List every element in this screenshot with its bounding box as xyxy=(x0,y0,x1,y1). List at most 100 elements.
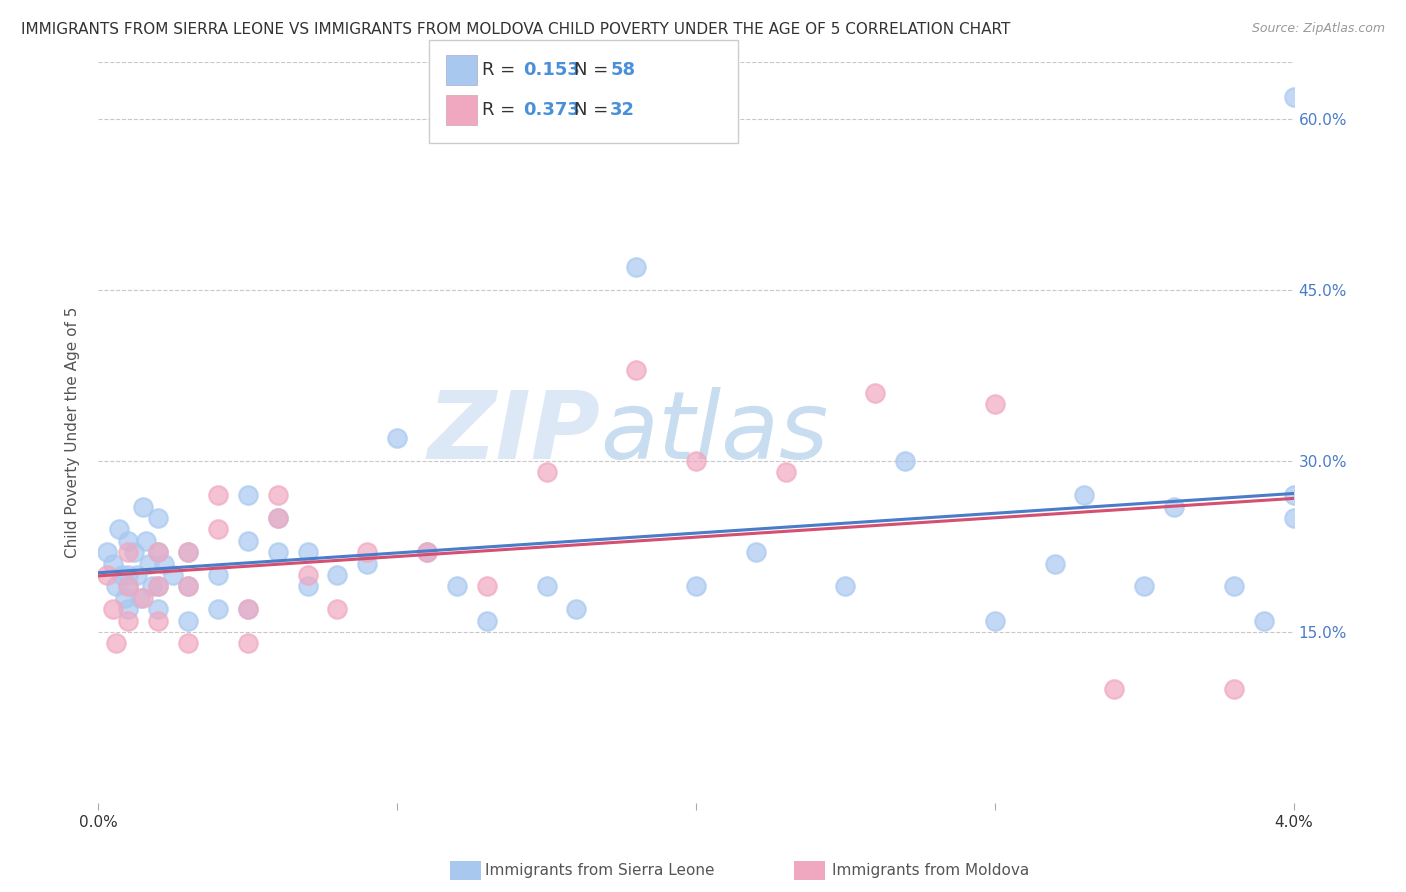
Point xyxy=(267,511,290,525)
Point xyxy=(148,602,170,616)
Point xyxy=(103,557,125,571)
Point xyxy=(1253,614,1275,628)
Point xyxy=(1282,511,1305,525)
Point xyxy=(1282,89,1305,103)
Point xyxy=(148,545,170,559)
Point xyxy=(207,523,229,537)
Point xyxy=(236,488,259,502)
Point xyxy=(446,579,468,593)
Point xyxy=(834,579,856,593)
Point xyxy=(326,568,349,582)
Point xyxy=(148,579,170,593)
Point xyxy=(111,568,134,582)
Text: 0.373: 0.373 xyxy=(523,101,579,119)
Point xyxy=(984,397,1007,411)
Point xyxy=(475,614,498,628)
Text: 0.153: 0.153 xyxy=(523,61,579,78)
Point xyxy=(105,579,128,593)
Point xyxy=(685,579,707,593)
Point xyxy=(236,533,259,548)
Text: R =: R = xyxy=(482,61,516,78)
Point xyxy=(96,545,118,559)
Text: Immigrants from Sierra Leone: Immigrants from Sierra Leone xyxy=(485,863,714,878)
Point xyxy=(132,500,155,514)
Point xyxy=(416,545,439,559)
Point xyxy=(132,591,155,605)
Point xyxy=(775,466,797,480)
Point xyxy=(326,602,349,616)
Point xyxy=(207,568,229,582)
Point xyxy=(626,363,648,377)
Point xyxy=(117,533,139,548)
Point xyxy=(153,557,176,571)
Text: 58: 58 xyxy=(610,61,636,78)
Point xyxy=(356,545,378,559)
Point xyxy=(984,614,1007,628)
Point xyxy=(565,602,588,616)
Point xyxy=(536,466,558,480)
Point xyxy=(385,431,409,445)
Point xyxy=(1163,500,1185,514)
Point xyxy=(96,568,118,582)
Point xyxy=(267,488,290,502)
Point xyxy=(267,511,290,525)
Point xyxy=(177,545,200,559)
Point xyxy=(894,454,917,468)
Point xyxy=(236,602,259,616)
Text: Source: ZipAtlas.com: Source: ZipAtlas.com xyxy=(1251,22,1385,36)
Text: N =: N = xyxy=(574,101,607,119)
Point xyxy=(117,602,139,616)
Text: atlas: atlas xyxy=(600,387,828,478)
Point xyxy=(1043,557,1066,571)
Point xyxy=(117,545,139,559)
Text: ZIP: ZIP xyxy=(427,386,600,479)
Point xyxy=(626,260,648,275)
Point xyxy=(117,579,139,593)
Point xyxy=(177,614,200,628)
Point xyxy=(1104,681,1126,696)
Point xyxy=(685,454,707,468)
Point xyxy=(177,579,200,593)
Point xyxy=(148,579,170,593)
Point xyxy=(103,602,125,616)
Point xyxy=(297,545,319,559)
Point xyxy=(177,636,200,650)
Point xyxy=(207,602,229,616)
Point xyxy=(114,591,136,605)
Point xyxy=(267,545,290,559)
Point xyxy=(356,557,378,571)
Point xyxy=(162,568,184,582)
Point xyxy=(148,614,170,628)
Point xyxy=(1133,579,1156,593)
Point xyxy=(108,523,131,537)
Point xyxy=(141,579,163,593)
Point xyxy=(1282,488,1305,502)
Point xyxy=(416,545,439,559)
Text: 32: 32 xyxy=(610,101,636,119)
Point xyxy=(177,545,200,559)
Point xyxy=(745,545,768,559)
Point xyxy=(865,385,887,400)
Text: Immigrants from Moldova: Immigrants from Moldova xyxy=(832,863,1029,878)
Point xyxy=(127,568,149,582)
Text: IMMIGRANTS FROM SIERRA LEONE VS IMMIGRANTS FROM MOLDOVA CHILD POVERTY UNDER THE : IMMIGRANTS FROM SIERRA LEONE VS IMMIGRAN… xyxy=(21,22,1011,37)
Point xyxy=(1223,579,1246,593)
Point xyxy=(1073,488,1095,502)
Point xyxy=(207,488,229,502)
Point xyxy=(297,579,319,593)
Point xyxy=(148,545,170,559)
Point xyxy=(129,591,152,605)
Point xyxy=(138,557,160,571)
Point xyxy=(475,579,498,593)
Point xyxy=(236,602,259,616)
Point xyxy=(135,533,157,548)
Point xyxy=(536,579,558,593)
Point xyxy=(148,511,170,525)
Point xyxy=(117,579,139,593)
Text: N =: N = xyxy=(574,61,607,78)
Point xyxy=(124,545,146,559)
Point xyxy=(297,568,319,582)
Point xyxy=(177,579,200,593)
Point xyxy=(117,614,139,628)
Point xyxy=(1223,681,1246,696)
